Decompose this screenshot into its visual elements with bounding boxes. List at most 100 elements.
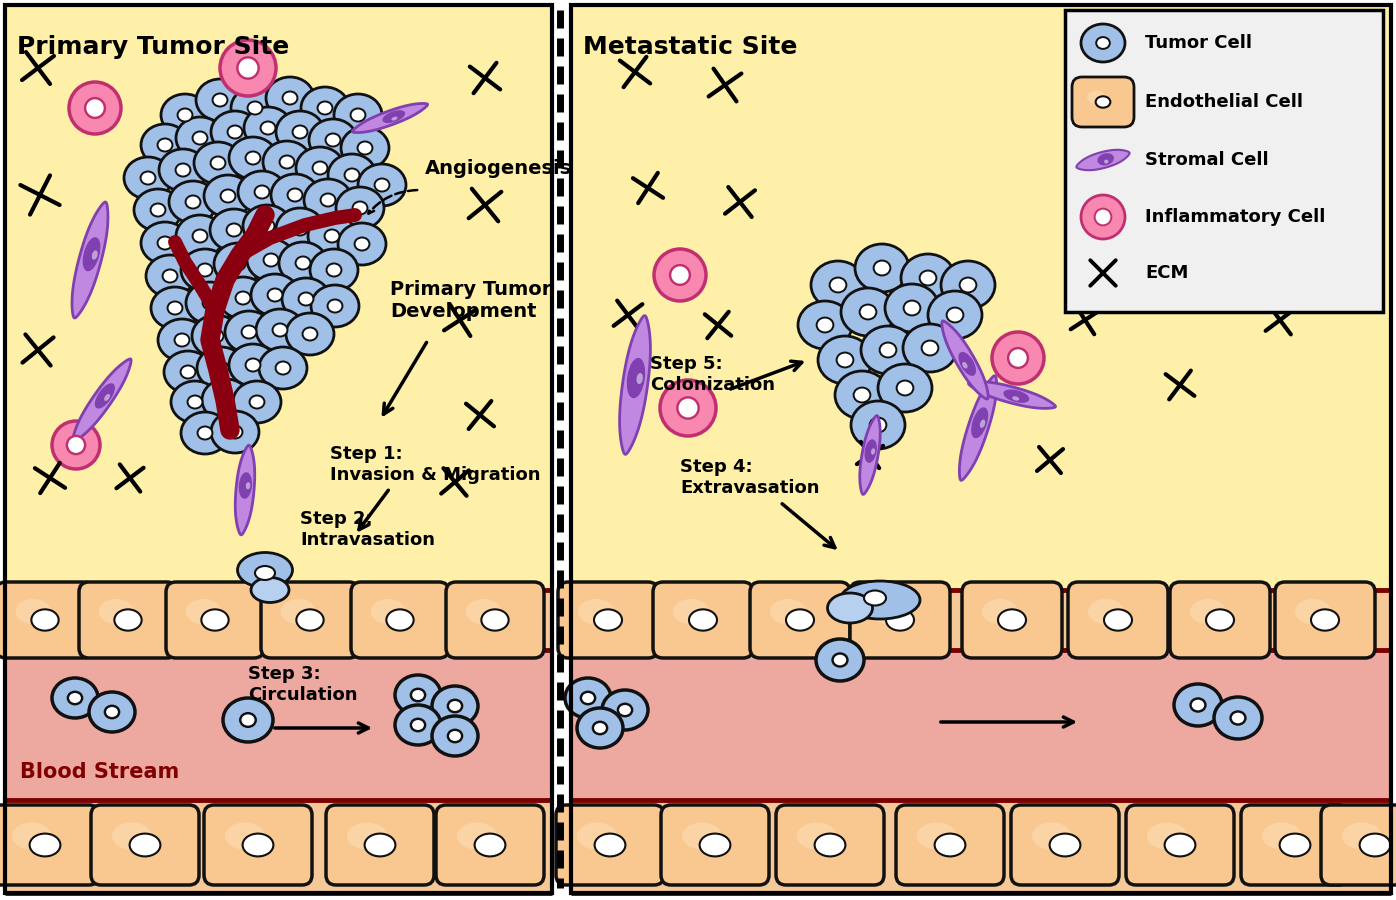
Ellipse shape bbox=[1174, 684, 1222, 726]
Ellipse shape bbox=[219, 277, 267, 319]
FancyBboxPatch shape bbox=[850, 582, 951, 658]
Ellipse shape bbox=[818, 336, 872, 384]
Ellipse shape bbox=[176, 117, 223, 159]
Ellipse shape bbox=[371, 599, 406, 625]
Ellipse shape bbox=[89, 692, 135, 732]
Ellipse shape bbox=[279, 156, 295, 168]
Ellipse shape bbox=[198, 427, 212, 439]
Ellipse shape bbox=[581, 692, 595, 704]
Ellipse shape bbox=[900, 254, 955, 302]
Ellipse shape bbox=[195, 79, 244, 121]
FancyBboxPatch shape bbox=[1065, 10, 1383, 312]
Ellipse shape bbox=[237, 171, 286, 213]
Ellipse shape bbox=[262, 141, 311, 183]
Ellipse shape bbox=[176, 164, 190, 176]
Ellipse shape bbox=[275, 362, 290, 374]
Ellipse shape bbox=[595, 833, 625, 857]
Ellipse shape bbox=[236, 292, 250, 304]
Ellipse shape bbox=[293, 222, 307, 236]
Ellipse shape bbox=[288, 188, 303, 202]
Text: Step 2:
Intravasation: Step 2: Intravasation bbox=[300, 510, 436, 549]
Ellipse shape bbox=[15, 599, 50, 625]
Ellipse shape bbox=[395, 675, 441, 715]
FancyBboxPatch shape bbox=[204, 805, 311, 885]
FancyBboxPatch shape bbox=[166, 582, 264, 658]
Ellipse shape bbox=[832, 653, 847, 667]
Ellipse shape bbox=[151, 287, 200, 329]
Ellipse shape bbox=[134, 189, 181, 231]
Ellipse shape bbox=[202, 379, 250, 421]
Ellipse shape bbox=[941, 261, 995, 309]
Circle shape bbox=[653, 249, 706, 301]
Ellipse shape bbox=[13, 823, 52, 850]
Ellipse shape bbox=[212, 94, 228, 106]
Bar bbox=[571, 5, 1390, 590]
Ellipse shape bbox=[920, 271, 937, 285]
Ellipse shape bbox=[896, 381, 913, 395]
Ellipse shape bbox=[99, 599, 134, 625]
Ellipse shape bbox=[193, 230, 208, 242]
Ellipse shape bbox=[817, 318, 833, 332]
Ellipse shape bbox=[864, 590, 886, 606]
FancyBboxPatch shape bbox=[660, 805, 769, 885]
Ellipse shape bbox=[151, 203, 166, 217]
Polygon shape bbox=[236, 446, 254, 535]
Ellipse shape bbox=[928, 291, 981, 339]
Ellipse shape bbox=[158, 319, 207, 361]
Ellipse shape bbox=[247, 102, 262, 114]
Ellipse shape bbox=[327, 264, 342, 276]
Ellipse shape bbox=[141, 172, 155, 184]
Ellipse shape bbox=[357, 141, 373, 155]
Ellipse shape bbox=[1262, 823, 1301, 850]
Text: Step 5:
Colonization: Step 5: Colonization bbox=[651, 355, 775, 394]
Ellipse shape bbox=[350, 109, 366, 122]
Ellipse shape bbox=[181, 412, 229, 454]
Ellipse shape bbox=[282, 92, 297, 104]
Bar bbox=[6, 650, 551, 800]
Ellipse shape bbox=[180, 365, 195, 379]
Ellipse shape bbox=[871, 448, 875, 454]
Ellipse shape bbox=[345, 168, 359, 182]
Text: Inflammatory Cell: Inflammatory Cell bbox=[1145, 208, 1325, 226]
Text: Step 3:
Circulation: Step 3: Circulation bbox=[248, 665, 357, 704]
Ellipse shape bbox=[309, 215, 356, 257]
FancyBboxPatch shape bbox=[0, 582, 94, 658]
Ellipse shape bbox=[387, 609, 413, 631]
Ellipse shape bbox=[1206, 609, 1234, 631]
Circle shape bbox=[85, 98, 105, 118]
Ellipse shape bbox=[1164, 833, 1195, 857]
Bar bbox=[571, 5, 1390, 893]
FancyBboxPatch shape bbox=[1011, 805, 1120, 885]
Ellipse shape bbox=[229, 137, 276, 179]
Ellipse shape bbox=[141, 222, 188, 264]
Text: Angiogenesis: Angiogenesis bbox=[424, 158, 572, 177]
Ellipse shape bbox=[237, 553, 293, 588]
Ellipse shape bbox=[348, 823, 387, 850]
FancyBboxPatch shape bbox=[91, 805, 200, 885]
Ellipse shape bbox=[84, 238, 99, 271]
Ellipse shape bbox=[627, 358, 645, 398]
Ellipse shape bbox=[903, 301, 920, 315]
Ellipse shape bbox=[854, 244, 909, 292]
Polygon shape bbox=[969, 382, 1055, 409]
FancyBboxPatch shape bbox=[962, 582, 1062, 658]
Bar bbox=[571, 800, 1390, 893]
Ellipse shape bbox=[395, 705, 441, 745]
Ellipse shape bbox=[1148, 823, 1187, 850]
Ellipse shape bbox=[565, 678, 611, 718]
Ellipse shape bbox=[208, 329, 223, 343]
Ellipse shape bbox=[230, 257, 246, 271]
Bar bbox=[571, 650, 1390, 800]
Polygon shape bbox=[942, 321, 988, 399]
Ellipse shape bbox=[1096, 37, 1110, 49]
Ellipse shape bbox=[240, 713, 255, 727]
Ellipse shape bbox=[168, 302, 183, 314]
Circle shape bbox=[1081, 195, 1125, 239]
Ellipse shape bbox=[29, 833, 60, 857]
Ellipse shape bbox=[861, 326, 914, 374]
Ellipse shape bbox=[302, 87, 349, 129]
Ellipse shape bbox=[264, 254, 278, 266]
Ellipse shape bbox=[1081, 24, 1125, 62]
FancyBboxPatch shape bbox=[1321, 805, 1396, 885]
Ellipse shape bbox=[225, 823, 265, 850]
